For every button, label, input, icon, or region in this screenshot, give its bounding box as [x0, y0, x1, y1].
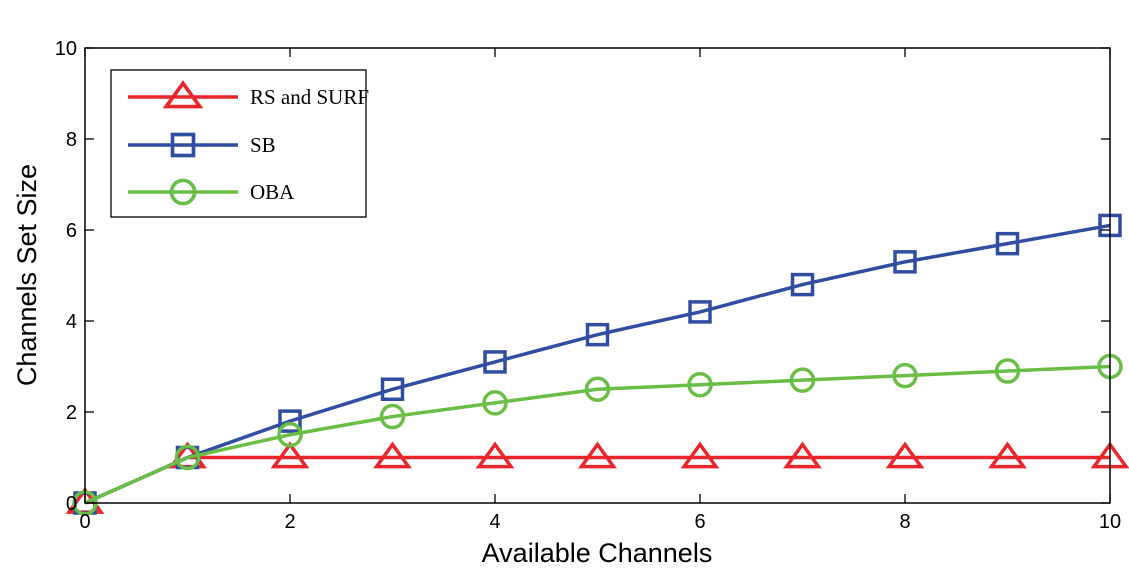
data-point: [578, 441, 617, 469]
series-oba: [72, 353, 1123, 516]
data-point: [584, 376, 611, 402]
x-tick-label: 4: [489, 511, 500, 533]
data-point: [270, 441, 310, 469]
legend-marker: [170, 132, 196, 158]
legend-label: SB: [250, 133, 276, 157]
data-point: [892, 362, 918, 389]
plot-frame: [84, 47, 1111, 504]
legend-marker: [169, 178, 197, 206]
series-line: [84, 455, 1110, 505]
x-tick-label: 8: [899, 511, 910, 533]
x-tick-label: 6: [694, 511, 705, 533]
ticks-layer: 0 2 4 6 8 10 0 2 4 6 8 10: [55, 38, 1121, 533]
legend-entry: RS and SURF: [128, 80, 369, 109]
x-tick-label: 0: [79, 511, 90, 533]
series-line: [84, 223, 1111, 505]
y-axis-label: Channels Set Size: [12, 164, 42, 386]
legend: RS and SURF SB OBA: [110, 69, 369, 218]
data-point: [380, 377, 405, 401]
y-tick-label: 10: [55, 38, 77, 60]
data-point: [277, 422, 303, 448]
y-tick-label: 8: [66, 129, 77, 151]
data-point: [174, 444, 201, 471]
y-tick-label: 6: [66, 220, 77, 242]
data-point: [680, 441, 720, 469]
series-line: [84, 364, 1111, 505]
data-point: [790, 272, 815, 297]
legend-entry: SB: [128, 132, 276, 158]
y-tick-label: 2: [66, 402, 77, 424]
x-tick-label: 2: [284, 511, 295, 533]
legend-label: RS and SURF: [250, 85, 369, 109]
data-point: [379, 403, 406, 430]
y-tick-label: 0: [66, 493, 77, 515]
series-layer: [65, 213, 1129, 516]
data-point: [994, 358, 1021, 384]
data-point: [483, 350, 507, 374]
legend-label: OBA: [250, 180, 295, 204]
legend-entry: OBA: [128, 178, 295, 206]
data-point: [783, 441, 822, 469]
series-rs-and-surf: [65, 441, 1129, 514]
data-point: [885, 441, 925, 469]
data-point: [373, 441, 412, 469]
data-point: [475, 441, 515, 469]
data-point: [988, 441, 1027, 469]
data-point: [278, 409, 302, 433]
data-point: [893, 250, 917, 274]
data-point: [585, 322, 610, 347]
data-point: [688, 300, 712, 324]
x-tick-label: 10: [1099, 511, 1121, 533]
data-point: [789, 367, 816, 393]
data-point: [687, 371, 713, 398]
data-point: [482, 390, 508, 416]
x-axis-label: Available Channels: [482, 538, 713, 568]
y-tick-label: 4: [66, 311, 77, 333]
data-point: [995, 231, 1020, 256]
legend-marker: [162, 80, 204, 109]
